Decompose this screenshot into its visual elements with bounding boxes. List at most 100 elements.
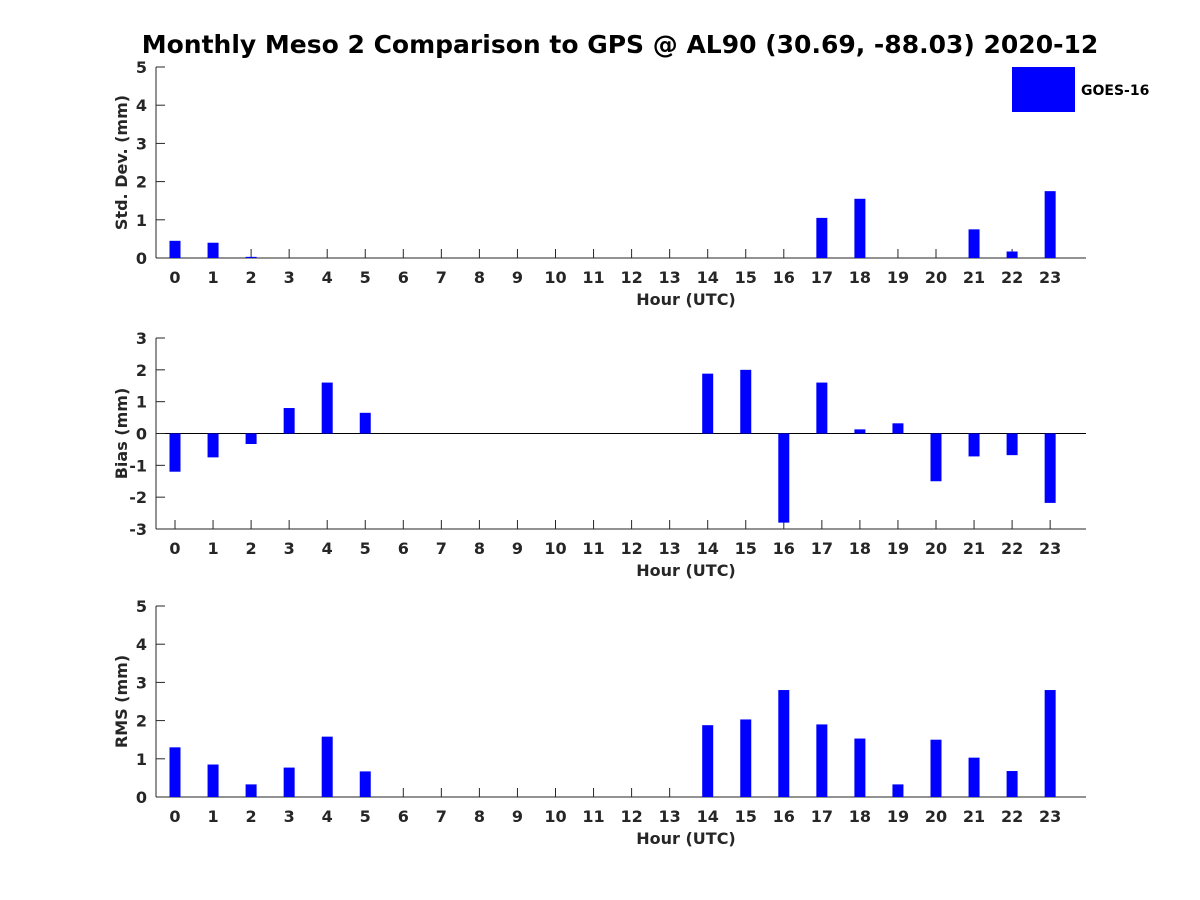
y-tick-label: 1 — [136, 750, 147, 769]
x-tick-label: 3 — [284, 807, 295, 826]
x-tick-label: 4 — [322, 807, 333, 826]
bar-hour-0 — [169, 747, 181, 797]
x-tick-label: 17 — [811, 807, 833, 826]
x-tick-label: 20 — [925, 268, 947, 287]
bar-hour-5 — [359, 412, 371, 434]
x-tick-label: 19 — [887, 268, 909, 287]
x-tick-label: 7 — [436, 268, 447, 287]
x-tick-label: 4 — [322, 268, 333, 287]
bar-hour-5 — [359, 771, 371, 797]
x-tick-label: 18 — [849, 268, 871, 287]
bar-hour-20 — [930, 739, 942, 797]
x-tick-label: 14 — [697, 807, 719, 826]
y-tick-label: -3 — [129, 520, 147, 539]
bar-hour-18 — [854, 738, 866, 797]
y-tick-label: 0 — [136, 788, 147, 807]
x-tick-label: 10 — [544, 268, 566, 287]
x-tick-label: 9 — [512, 268, 523, 287]
x-tick-label: 6 — [398, 807, 409, 826]
x-tick-label: 1 — [207, 807, 218, 826]
bar-hour-4 — [321, 382, 333, 434]
x-tick-label: 19 — [887, 807, 909, 826]
x-tick-label: 22 — [1001, 539, 1023, 558]
chart-title: Monthly Meso 2 Comparison to GPS @ AL90 … — [141, 30, 1099, 59]
x-tick-label: 7 — [436, 539, 447, 558]
y-tick-label: 2 — [136, 173, 147, 192]
bar-hour-16 — [778, 690, 790, 797]
x-tick-label: 2 — [246, 539, 257, 558]
bar-hour-2 — [245, 784, 257, 797]
x-tick-label: 17 — [811, 539, 833, 558]
bar-hour-17 — [816, 382, 828, 434]
y-axis-label: RMS (mm) — [112, 655, 131, 748]
x-tick-label: 13 — [659, 539, 681, 558]
x-tick-label: 3 — [284, 268, 295, 287]
bar-hour-21 — [968, 229, 980, 258]
x-tick-label: 5 — [360, 807, 371, 826]
y-tick-label: 0 — [136, 425, 147, 444]
x-tick-label: 22 — [1001, 268, 1023, 287]
y-tick-label: 1 — [136, 211, 147, 230]
bar-hour-22 — [1006, 771, 1018, 797]
x-tick-label: 15 — [735, 539, 757, 558]
y-tick-label: 4 — [136, 96, 147, 115]
legend-swatch-goes16 — [1012, 67, 1075, 112]
x-tick-label: 5 — [360, 268, 371, 287]
x-tick-label: 1 — [207, 268, 218, 287]
x-tick-label: 11 — [582, 539, 604, 558]
x-tick-label: 21 — [963, 807, 985, 826]
x-tick-label: 16 — [773, 268, 795, 287]
x-tick-label: 21 — [963, 539, 985, 558]
bar-hour-2 — [245, 433, 257, 445]
bar-hour-4 — [321, 736, 333, 797]
x-tick-label: 2 — [246, 268, 257, 287]
x-axis-label: Hour (UTC) — [636, 829, 736, 848]
x-tick-label: 23 — [1039, 268, 1061, 287]
y-tick-label: 2 — [136, 361, 147, 380]
y-tick-label: 0 — [136, 249, 147, 268]
x-tick-label: 21 — [963, 268, 985, 287]
x-tick-label: 6 — [398, 268, 409, 287]
bar-hour-17 — [816, 724, 828, 797]
x-tick-label: 13 — [659, 268, 681, 287]
bar-hour-1 — [207, 433, 219, 458]
y-tick-label: 3 — [136, 673, 147, 692]
x-tick-label: 1 — [207, 539, 218, 558]
bar-hour-21 — [968, 433, 980, 457]
x-tick-label: 10 — [544, 539, 566, 558]
x-tick-label: 0 — [169, 807, 180, 826]
x-tick-label: 8 — [474, 807, 485, 826]
bar-hour-3 — [283, 408, 295, 434]
y-tick-label: 3 — [136, 134, 147, 153]
x-tick-label: 5 — [360, 539, 371, 558]
y-tick-label: 5 — [136, 58, 147, 77]
x-tick-label: 12 — [620, 268, 642, 287]
y-tick-label: 2 — [136, 712, 147, 731]
legend-label-goes16: GOES-16 — [1081, 83, 1149, 99]
x-tick-label: 12 — [620, 807, 642, 826]
x-tick-label: 15 — [735, 268, 757, 287]
x-tick-label: 16 — [773, 539, 795, 558]
bar-hour-23 — [1044, 690, 1056, 797]
bar-hour-23 — [1044, 191, 1056, 258]
x-tick-label: 23 — [1039, 539, 1061, 558]
bar-hour-19 — [892, 784, 904, 797]
x-tick-label: 2 — [246, 807, 257, 826]
y-tick-label: -1 — [129, 456, 147, 475]
y-axis-label: Std. Dev. (mm) — [112, 95, 131, 230]
x-tick-label: 14 — [697, 268, 719, 287]
x-axis-label: Hour (UTC) — [636, 290, 736, 309]
x-tick-label: 11 — [582, 807, 604, 826]
x-tick-label: 0 — [169, 539, 180, 558]
x-tick-label: 11 — [582, 268, 604, 287]
x-tick-label: 0 — [169, 268, 180, 287]
x-tick-label: 9 — [512, 807, 523, 826]
bar-hour-16 — [778, 433, 790, 523]
y-tick-label: 1 — [136, 393, 147, 412]
bar-hour-14 — [702, 725, 714, 797]
y-tick-label: 4 — [136, 635, 147, 654]
